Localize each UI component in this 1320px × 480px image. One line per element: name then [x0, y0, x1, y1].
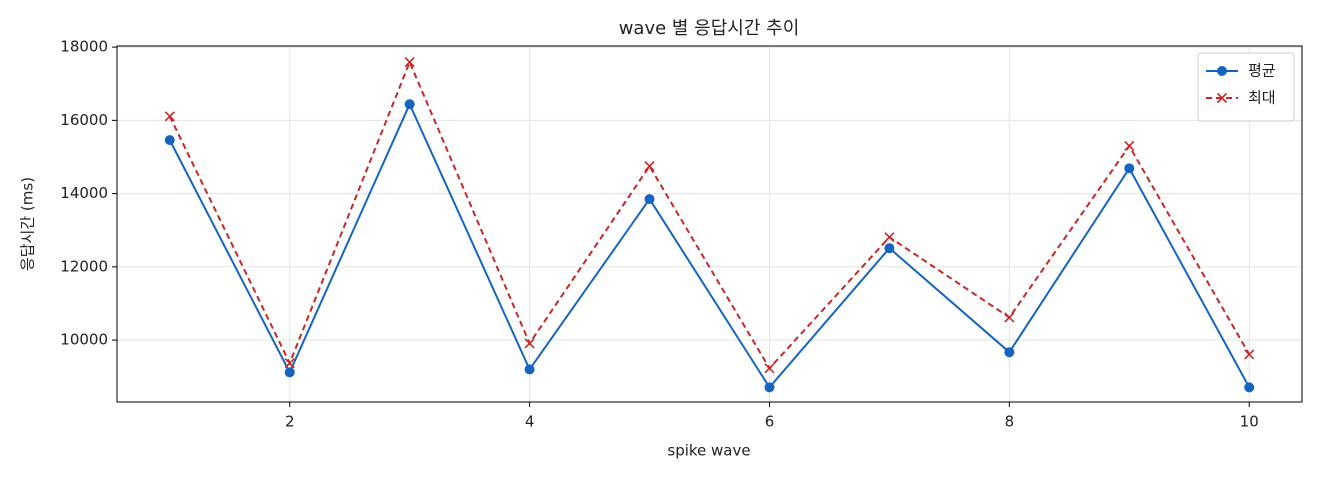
legend-marker — [1217, 66, 1227, 76]
y-tick-label: 14000 — [60, 184, 108, 202]
x-axis-label: spike wave — [667, 442, 750, 460]
point — [644, 161, 655, 172]
point — [884, 243, 895, 254]
plot-frame — [116, 45, 1303, 403]
y-tick-label: 12000 — [60, 257, 108, 275]
legend-marker — [1216, 92, 1228, 104]
point — [764, 382, 775, 393]
point — [644, 194, 655, 205]
y-axis-label: 응답시간 (ms) — [19, 177, 37, 271]
point — [1004, 312, 1015, 323]
x-tick-label: 4 — [525, 413, 535, 431]
x-tick-label: 2 — [285, 413, 295, 431]
x-tick-label: 6 — [765, 413, 775, 431]
point — [1244, 382, 1255, 393]
point — [764, 363, 775, 374]
point — [404, 99, 415, 110]
point — [284, 358, 295, 369]
y-tick-label: 16000 — [60, 111, 108, 129]
point — [1244, 349, 1255, 360]
x-tick-label: 10 — [1240, 413, 1259, 431]
point — [524, 338, 535, 349]
point — [404, 57, 415, 68]
chart-title: wave 별 응답시간 추이 — [619, 18, 800, 39]
point — [1124, 140, 1135, 152]
point — [164, 111, 175, 122]
point — [1124, 163, 1135, 174]
point — [164, 135, 175, 146]
series-line — [168, 101, 1251, 390]
series-line — [168, 59, 1251, 370]
y-tick-label: 18000 — [60, 38, 108, 56]
y-tick-label: 10000 — [60, 331, 108, 349]
x-tick-label: 8 — [1005, 413, 1015, 431]
point — [1004, 347, 1015, 358]
legend-label: 평균 — [1248, 62, 1276, 80]
legend-box — [1197, 52, 1295, 122]
legend-label: 최대 — [1248, 89, 1276, 107]
point — [284, 367, 295, 378]
point — [524, 364, 535, 375]
point — [884, 232, 895, 243]
